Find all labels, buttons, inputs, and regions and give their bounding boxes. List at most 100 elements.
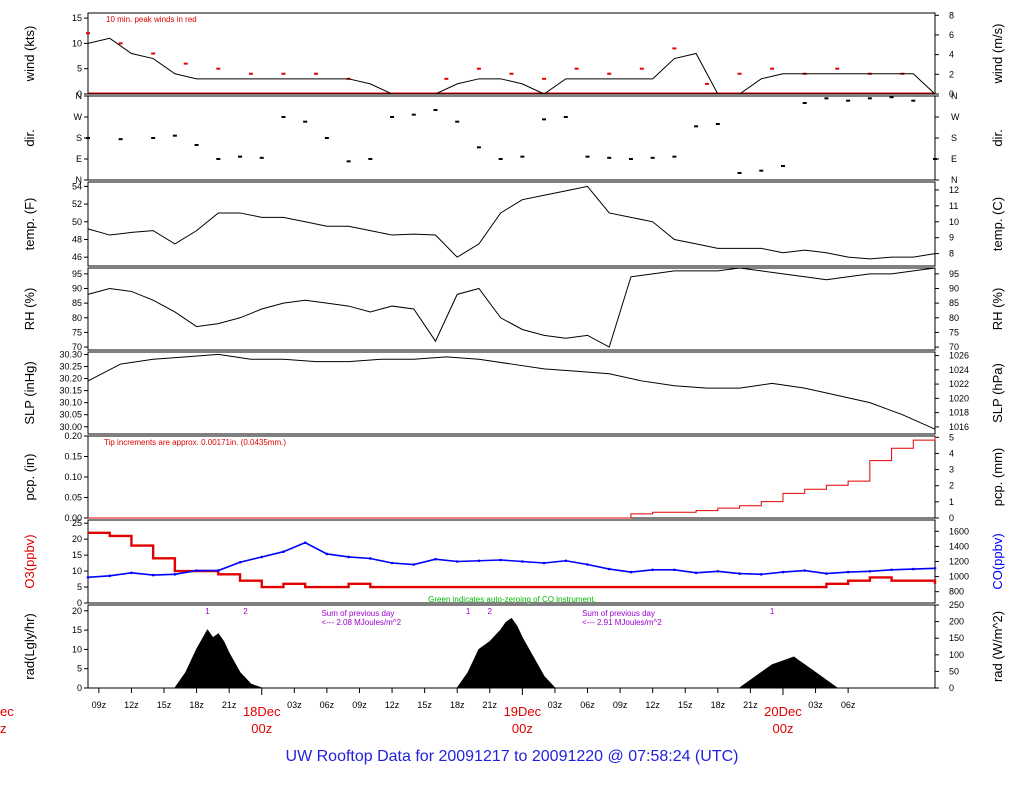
point-dir — [585, 155, 590, 158]
ytick-label-slp: 30.10 — [59, 398, 82, 408]
xtick-label: 12z — [645, 700, 660, 710]
ytick-right-label-pcp: 1 — [949, 497, 954, 507]
ytick-label-o3co: 25 — [72, 518, 82, 528]
series-line-o3 — [88, 531, 937, 589]
rad-sum-title: Sum of previous day — [582, 609, 655, 618]
ytick-right-label-pcp: 3 — [949, 465, 954, 475]
ylabel-right-rh: RH (%) — [990, 288, 1005, 331]
day-label-hour-partial: z — [0, 721, 7, 736]
ytick-right-label-temp: 12 — [949, 185, 959, 195]
point-co — [651, 568, 654, 572]
day-label-date-partial: ec — [0, 704, 14, 719]
ytick-label-pcp: 0.00 — [64, 513, 82, 523]
ytick-label-rh: 80 — [72, 313, 82, 323]
point-peak-wind — [151, 52, 156, 55]
ytick-right-label-rh: 85 — [949, 298, 959, 308]
ytick-label-o3co: 0 — [77, 598, 82, 608]
point-dir — [563, 116, 568, 118]
point-co — [282, 550, 285, 553]
point-dir — [824, 97, 829, 100]
rad-marker: 2 — [488, 607, 493, 616]
rad-marker: 1 — [205, 607, 210, 616]
ylabel-right-o3co: CO(ppbv) — [990, 533, 1005, 589]
point-dir — [346, 160, 351, 163]
point-dir — [911, 99, 916, 102]
point-dir — [715, 123, 720, 125]
day-label-hour: 00z — [772, 721, 793, 736]
point-peak-wind — [216, 67, 221, 70]
ytick-label-rad: 10 — [72, 644, 82, 654]
ytick-right-label-slp: 1024 — [949, 365, 969, 375]
xtick-label: 12z — [124, 700, 139, 710]
ytick-right-label-wind: 6 — [949, 30, 954, 40]
rad-marker: 2 — [243, 607, 248, 616]
ytick-label-temp: 54 — [72, 181, 82, 191]
ytick-label-pcp: 0.20 — [64, 431, 82, 441]
point-peak-wind — [770, 67, 775, 70]
panel-frame-pcp — [87, 435, 936, 519]
ytick-right-label-wind: 8 — [949, 10, 954, 20]
ytick-right-label-dir: W — [951, 112, 960, 122]
point-co — [86, 576, 90, 579]
ytick-label-dir: N — [76, 91, 83, 101]
point-dir — [455, 120, 460, 123]
point-co — [716, 570, 720, 573]
point-co — [195, 569, 198, 572]
ytick-right-label-rh: 80 — [949, 313, 959, 323]
point-co — [238, 560, 242, 564]
point-peak-wind — [118, 42, 123, 45]
point-co — [694, 571, 698, 575]
annotation-wind: 10 min. peak winds in red — [106, 15, 197, 24]
point-co — [173, 573, 177, 576]
ytick-right-label-rh: 95 — [949, 269, 959, 279]
point-dir — [194, 144, 199, 146]
ytick-label-rad: 5 — [77, 664, 82, 674]
day-label-date: 19Dec — [504, 704, 542, 719]
ytick-label-rh: 75 — [72, 327, 82, 337]
ytick-label-rh: 70 — [72, 342, 82, 352]
xtick-label: 09z — [92, 700, 107, 710]
ytick-label-rad: 15 — [72, 625, 82, 635]
series-line-pcp — [88, 436, 936, 519]
ytick-right-label-o3co: 1000 — [949, 572, 969, 582]
xtick-label: 03z — [808, 700, 823, 710]
ylabel-temp: temp. (F) — [22, 198, 37, 251]
point-peak-wind — [281, 72, 286, 75]
point-co — [217, 569, 220, 572]
point-dir — [759, 169, 764, 172]
point-dir — [216, 158, 221, 160]
point-co — [325, 552, 329, 556]
ylabel-rh: RH (%) — [22, 288, 37, 331]
ytick-label-slp: 30.05 — [59, 410, 82, 420]
series-line-rh — [87, 267, 936, 348]
ytick-right-label-o3co: 1600 — [949, 526, 969, 536]
ytick-right-label-slp: 1022 — [949, 379, 969, 389]
point-dir — [476, 146, 481, 149]
ytick-right-label-rad: 200 — [949, 617, 964, 627]
day-label-hour: 00z — [512, 721, 533, 736]
ytick-right-label-rad: 250 — [949, 600, 964, 610]
ytick-right-label-pcp: 4 — [949, 448, 954, 458]
point-dir — [303, 120, 308, 123]
ytick-right-label-temp: 10 — [949, 217, 959, 227]
xtick-label: 18z — [450, 700, 465, 710]
point-peak-wind — [672, 47, 677, 50]
series-line-temp — [87, 185, 936, 260]
annotation-pcp: Tip increments are approx. 0.00171in. (0… — [104, 438, 286, 447]
point-peak-wind — [509, 72, 514, 75]
ytick-right-label-rad: 100 — [949, 650, 964, 660]
series-area-rad — [88, 617, 935, 689]
point-dir — [802, 102, 807, 104]
ylabel-dir: dir. — [22, 129, 37, 146]
point-dir — [520, 155, 525, 158]
ytick-right-label-dir: S — [951, 133, 957, 143]
ytick-right-label-temp: 9 — [949, 233, 954, 243]
point-co — [347, 555, 350, 559]
ytick-label-o3co: 20 — [72, 534, 82, 544]
point-dir — [86, 137, 90, 139]
point-co — [564, 559, 568, 563]
xtick-label: 18z — [189, 700, 204, 710]
ylabel-right-wind: wind (m/s) — [990, 24, 1005, 85]
